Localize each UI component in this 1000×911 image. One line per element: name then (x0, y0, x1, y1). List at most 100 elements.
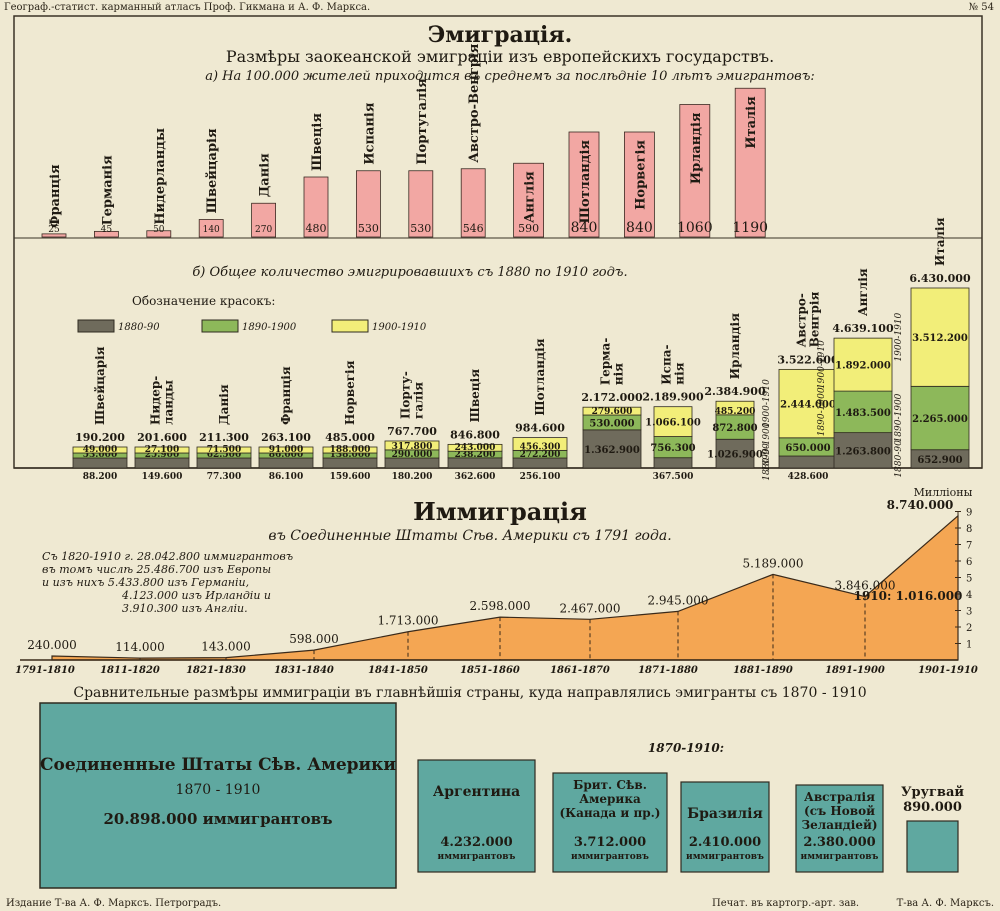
immigration-unit-label: Милліоны (914, 486, 973, 499)
stack-label-2-13: 3.512.200 (912, 333, 968, 344)
area-value-label-9: 3.846.000 (834, 579, 895, 593)
category-label-b-2-0: Данія (217, 384, 231, 425)
total-label-2: 211.300 (199, 431, 249, 444)
box-dest-name-2-0: Бразилія (687, 806, 763, 822)
stack-0-10 (715, 438, 755, 469)
area-value-label-7: 2.945.000 (647, 593, 708, 607)
category-label-b-6-0: Швеція (468, 369, 482, 423)
category-label-a-7: Португалія (415, 78, 430, 165)
stack-label-2-5: 317.800 (392, 442, 433, 452)
box-dest-name-1-0: Брит. Сѣв. (573, 778, 647, 792)
stack-label-0-6: 362.600 (455, 472, 496, 482)
period-label-3: 1831-1840 (274, 665, 334, 676)
stack-label-2-10: 485.200 (715, 407, 756, 417)
stack-2-7 (512, 437, 568, 451)
box-dest-name-3-2: Зеландіей) (801, 818, 877, 832)
category-label-b-9-1: нія (673, 362, 687, 384)
stack-label-0-11: 428.600 (788, 472, 829, 482)
total-label-3: 263.100 (261, 431, 311, 444)
stack-2-5 (384, 440, 440, 451)
area-value-label-8: 5.189.000 (742, 556, 803, 570)
legend-swatch-1880 (77, 319, 115, 333)
category-label-b-8-1: нія (612, 363, 626, 385)
total-label-12: 4.639.100 (832, 322, 894, 335)
value-label-a-9: 590 (518, 222, 539, 235)
box-usa-value: 20.898.000 иммигрантовъ (103, 810, 332, 828)
total-label-5: 767.700 (387, 425, 437, 438)
y-tick-label-0: 1 (966, 640, 972, 651)
box-dest-unit-2: иммигрантовъ (686, 852, 764, 862)
stack-2-10 (715, 400, 755, 416)
stack-label-2-4: 188.000 (330, 445, 371, 455)
category-label-a-2: Нидерланды (153, 128, 168, 225)
category-label-a-3: Швейцарія (205, 128, 220, 213)
bar-a-6 (355, 170, 381, 238)
emigration-caption-b: б) Общее количество эмигрировавшихъ съ 1… (192, 265, 627, 280)
area-value-label-5: 2.598.000 (469, 599, 530, 613)
chart-us-immigration: 1 2 3 4 5 6 7 8 9 240.000 1791-1810 114.000 1811-182… (15, 498, 978, 676)
immigration-note: Съ 1820-1910 г. 28.042.800 иммигрантовъ … (42, 550, 293, 615)
category-label-a-9: Англія (523, 171, 538, 223)
stack-label-2-8: 279.600 (592, 407, 633, 417)
stack-1-10 (715, 414, 755, 440)
stack-2-4 (322, 446, 378, 454)
box-dest-name-3-1: (съ Новой (804, 804, 875, 818)
area-value-label-4: 1.713.000 (377, 614, 438, 628)
bar-a-9 (513, 162, 544, 238)
category-label-b-10-0: Ирландія (728, 313, 742, 379)
category-label-b-12-0: Англія (856, 268, 870, 316)
stack-label-2-2: 71.500 (207, 445, 241, 455)
area-value-label-1: 114.000 (115, 640, 165, 654)
stack-2-0 (72, 446, 128, 454)
category-label-a-13: Италія (744, 96, 759, 149)
footer-middle: Печат. въ картогр.-арт. зав. (712, 898, 860, 909)
stack-label-2-3: 91.000 (269, 445, 303, 455)
emigration-title: Эмиграція. (428, 22, 573, 48)
year-note-1910: 1910: 1.016.000 (854, 589, 963, 603)
total-label-6: 846.800 (450, 428, 500, 441)
box-usa-years: 1870 - 1910 (176, 782, 261, 798)
area-value-label-6: 2.467.000 (559, 601, 620, 615)
stack-2-1 (134, 446, 190, 454)
category-label-a-1: Германія (100, 155, 115, 226)
side-label-1-2: 1900-1910 (817, 340, 827, 389)
bar-a-0 (41, 233, 67, 238)
total-label-11: 3.522.600 (777, 353, 839, 366)
note-line-2: въ томъ числѣ 25.486.700 изъ Европы (42, 563, 271, 576)
category-label-b-1-1: ланды (162, 380, 176, 425)
period-label-7: 1871-1880 (638, 665, 698, 676)
box-dest-value-1: 3.712.000 (574, 835, 646, 850)
stack-label-0-4: 159.600 (330, 472, 371, 482)
total-label-7: 984.600 (515, 422, 565, 435)
area-value-label-10: 8.740.000 (887, 498, 954, 512)
area-us-immigration (51, 514, 959, 661)
legend-swatch-1900 (331, 319, 369, 333)
bar-a-2 (146, 230, 172, 238)
stack-label-1-13: 2.265.000 (912, 414, 968, 425)
bar-a-7 (408, 170, 434, 238)
y-tick-label-4: 5 (966, 574, 972, 585)
immigration-subtitle: въ Соединенные Штаты Сѣв. Америки съ 179… (268, 528, 671, 544)
value-label-a-13: 1190 (732, 220, 768, 236)
period-label-8: 1881-1890 (733, 665, 793, 676)
side-label-2-0: 1880-90 (894, 440, 904, 478)
value-label-a-5: 480 (306, 222, 327, 235)
value-label-a-0: 25 (48, 225, 60, 235)
bar-a-12 (679, 104, 711, 238)
legend-label-1880: 1880-90 (118, 322, 160, 333)
legend-label-1890: 1890-1900 (242, 322, 297, 333)
stack-2-13 (910, 287, 970, 387)
side-label-2-1: 1890-1900 (894, 393, 904, 442)
stack-label-2-7: 456.300 (520, 442, 561, 452)
y-tick-label-1: 2 (966, 623, 972, 634)
period-label-0: 1791-1810 (15, 665, 75, 676)
stack-label-1-11: 650.000 (785, 443, 830, 454)
stack-label-0-13: 652.900 (917, 455, 962, 466)
value-label-a-6: 530 (358, 222, 379, 235)
value-label-a-4: 270 (255, 225, 272, 235)
area-value-label-3: 598.000 (289, 632, 339, 646)
total-label-10: 2.384.900 (704, 385, 766, 398)
value-label-a-3: 140 (203, 225, 220, 235)
footer-left: Издание Т-ва А. Ф. Марксъ. Петроградъ. (6, 898, 222, 909)
